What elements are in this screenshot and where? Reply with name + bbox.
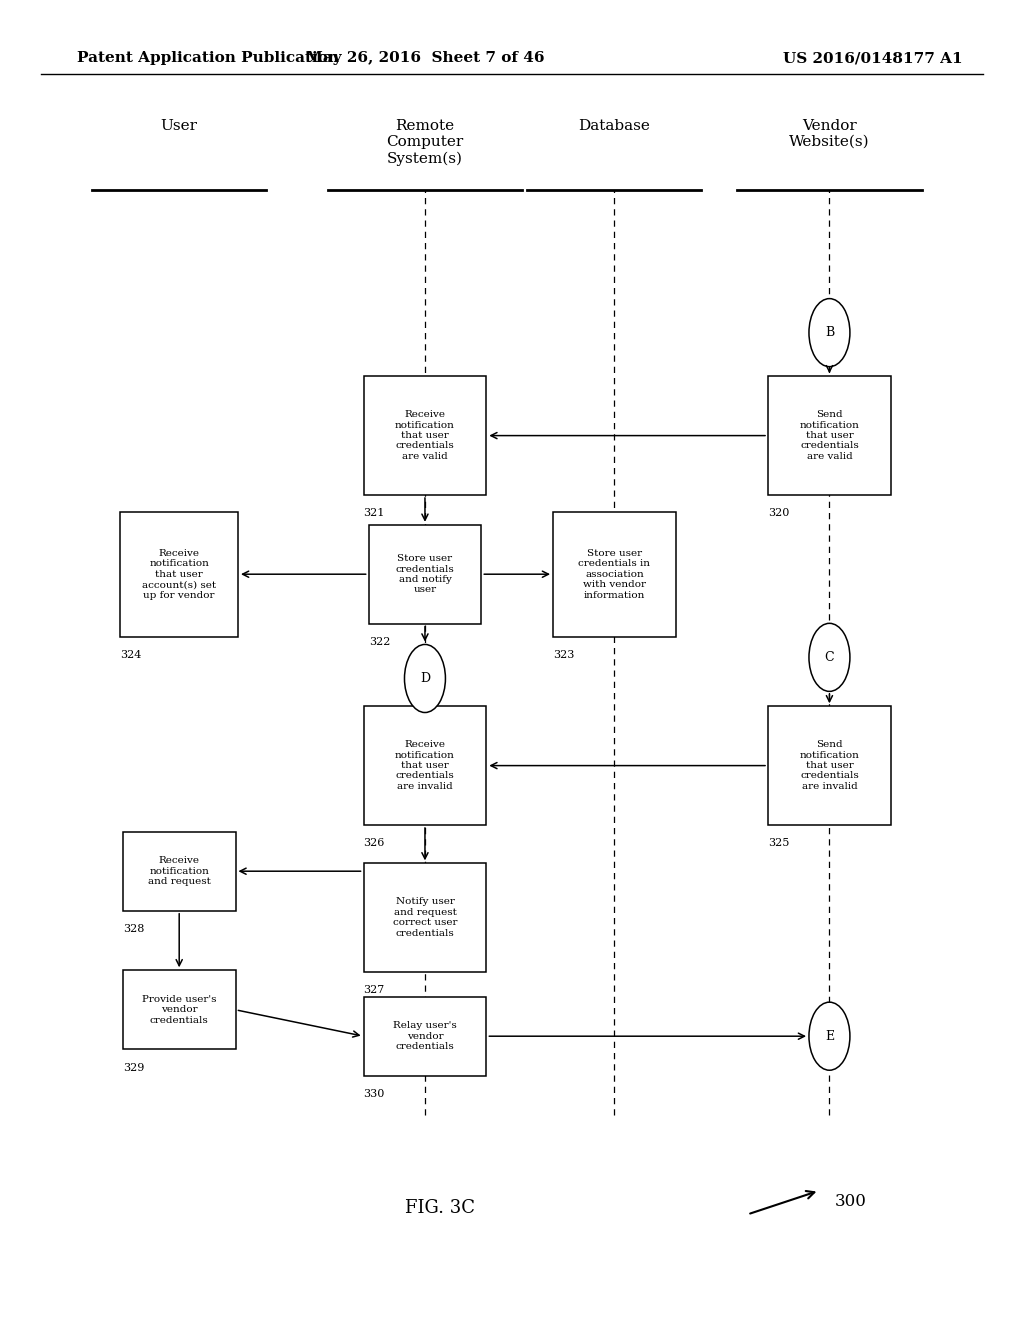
Text: 326: 326: [364, 838, 385, 849]
Bar: [768, 706, 891, 825]
Text: Store user
credentials
and notify
user: Store user credentials and notify user: [395, 554, 455, 594]
Text: Receive
notification
that user
account(s) set
up for vendor: Receive notification that user account(s…: [142, 549, 216, 599]
Ellipse shape: [809, 623, 850, 692]
Text: 320: 320: [768, 508, 790, 519]
Text: 325: 325: [768, 838, 790, 849]
Text: Vendor
Website(s): Vendor Website(s): [790, 119, 869, 149]
Bar: [121, 512, 238, 638]
Bar: [553, 512, 676, 638]
Text: Send
notification
that user
credentials
are invalid: Send notification that user credentials …: [800, 741, 859, 791]
Text: Patent Application Publication: Patent Application Publication: [77, 51, 339, 65]
Text: Store user
credentials in
association
with vendor
information: Store user credentials in association wi…: [579, 549, 650, 599]
Text: 328: 328: [123, 924, 144, 935]
Bar: [123, 832, 236, 911]
Bar: [364, 997, 486, 1076]
Text: Database: Database: [579, 119, 650, 133]
Text: User: User: [161, 119, 198, 133]
Text: Receive
notification
that user
credentials
are invalid: Receive notification that user credentia…: [395, 741, 455, 791]
Text: D: D: [420, 672, 430, 685]
Text: Notify user
and request
correct user
credentials: Notify user and request correct user cre…: [393, 898, 457, 937]
Text: C: C: [824, 651, 835, 664]
Bar: [364, 706, 486, 825]
Text: 322: 322: [369, 638, 390, 647]
Text: 323: 323: [553, 651, 574, 660]
Bar: [369, 525, 481, 624]
Text: FIG. 3C: FIG. 3C: [406, 1199, 475, 1217]
Text: 324: 324: [121, 651, 141, 660]
Text: 329: 329: [123, 1063, 144, 1073]
Bar: [364, 863, 486, 972]
Ellipse shape: [404, 644, 445, 713]
Text: 300: 300: [835, 1193, 866, 1209]
Text: Remote
Computer
System(s): Remote Computer System(s): [386, 119, 464, 166]
Bar: [123, 970, 236, 1049]
Text: Relay user's
vendor
credentials: Relay user's vendor credentials: [393, 1022, 457, 1051]
Text: May 26, 2016  Sheet 7 of 46: May 26, 2016 Sheet 7 of 46: [306, 51, 544, 65]
Text: Receive
notification
that user
credentials
are valid: Receive notification that user credentia…: [395, 411, 455, 461]
Text: E: E: [825, 1030, 834, 1043]
Text: 330: 330: [364, 1089, 385, 1100]
Text: Receive
notification
and request: Receive notification and request: [147, 857, 211, 886]
Bar: [364, 376, 486, 495]
Text: Send
notification
that user
credentials
are valid: Send notification that user credentials …: [800, 411, 859, 461]
Text: 327: 327: [364, 985, 385, 995]
Text: Provide user's
vendor
credentials: Provide user's vendor credentials: [142, 995, 216, 1024]
Ellipse shape: [809, 298, 850, 367]
Text: B: B: [824, 326, 835, 339]
Ellipse shape: [809, 1002, 850, 1071]
Text: 321: 321: [364, 508, 385, 519]
Bar: [768, 376, 891, 495]
Text: US 2016/0148177 A1: US 2016/0148177 A1: [783, 51, 963, 65]
